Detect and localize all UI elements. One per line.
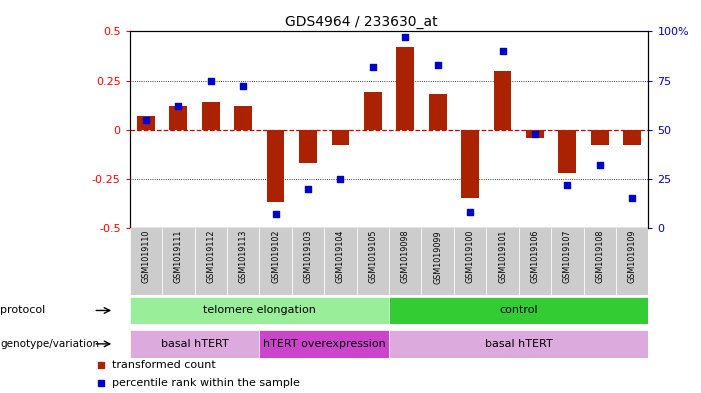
Bar [324,228,357,295]
Bar [494,71,512,130]
Text: GDS4964 / 233630_at: GDS4964 / 233630_at [285,15,438,29]
Bar [396,47,414,130]
Text: telomere elongation: telomere elongation [203,305,316,316]
Bar [486,228,519,295]
Bar [559,130,576,173]
Bar [389,228,421,295]
Bar [130,297,389,324]
Bar [292,228,324,295]
Bar [454,228,486,295]
Point [238,83,249,90]
Text: hTERT overexpression: hTERT overexpression [263,339,386,349]
Point [205,77,217,84]
Point [562,182,573,188]
Text: GSM1019112: GSM1019112 [206,230,215,283]
Text: GSM1019099: GSM1019099 [433,230,442,284]
Bar [202,102,219,130]
Point [529,130,540,137]
Text: GSM1019111: GSM1019111 [174,230,183,283]
Text: basal hTERT: basal hTERT [161,339,229,349]
Text: percentile rank within the sample: percentile rank within the sample [111,378,299,388]
Bar [461,130,479,198]
Bar [332,130,349,145]
Point [140,117,151,123]
Point [172,103,184,109]
Text: basal hTERT: basal hTERT [485,339,552,349]
Bar [623,130,641,145]
Point [367,64,379,70]
Bar [162,228,194,295]
Bar [227,228,259,295]
Point [270,211,281,217]
Text: GSM1019100: GSM1019100 [465,230,475,283]
Text: GSM1019101: GSM1019101 [498,230,507,283]
Bar [266,130,285,202]
Bar [170,106,187,130]
Text: GSM1019108: GSM1019108 [595,230,604,283]
Bar [389,330,648,358]
Text: genotype/variation: genotype/variation [0,339,99,349]
Text: transformed count: transformed count [111,360,215,371]
Bar [429,94,447,130]
Text: GSM1019098: GSM1019098 [401,230,410,283]
Text: GSM1019106: GSM1019106 [531,230,540,283]
Bar [616,228,648,295]
Bar [259,228,292,295]
Point [335,176,346,182]
Bar [583,228,616,295]
Bar [130,330,259,358]
Text: GSM1019104: GSM1019104 [336,230,345,283]
Bar [389,297,648,324]
Text: GSM1019105: GSM1019105 [368,230,377,283]
Text: GSM1019110: GSM1019110 [142,230,151,283]
Point [465,209,476,215]
Point [302,185,313,192]
Text: GSM1019102: GSM1019102 [271,230,280,283]
Bar [299,130,317,163]
Text: GSM1019107: GSM1019107 [563,230,572,283]
Bar [551,228,583,295]
Point [627,195,638,202]
Point [497,48,508,54]
Bar [526,130,544,138]
Point [400,34,411,40]
Bar [137,116,155,130]
Bar [421,228,454,295]
Bar [130,228,162,295]
Point [594,162,606,168]
Bar [591,130,608,145]
Text: GSM1019113: GSM1019113 [238,230,247,283]
Bar [357,228,389,295]
Text: protocol: protocol [0,305,46,316]
Text: GSM1019103: GSM1019103 [304,230,313,283]
Bar [195,228,227,295]
Text: GSM1019109: GSM1019109 [627,230,637,283]
Bar [259,330,389,358]
Bar [519,228,551,295]
Point [432,62,443,68]
Bar [234,106,252,130]
Bar [364,92,382,130]
Text: control: control [499,305,538,316]
